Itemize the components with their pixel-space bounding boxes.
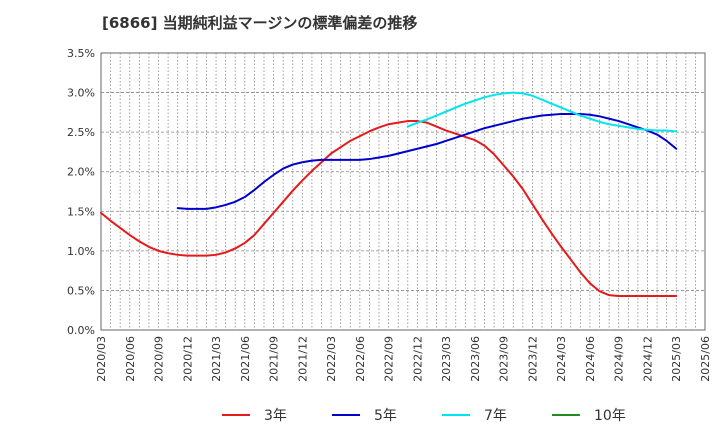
- legend: 3年 5年 7年 10年: [222, 408, 626, 424]
- x-tick-label: 2022/09: [383, 336, 396, 382]
- series-layer: [100, 91, 678, 297]
- x-tick-label: 2024/12: [641, 336, 654, 382]
- x-tick-label: 2025/03: [670, 336, 683, 382]
- y-tick-label: 3.0%: [67, 87, 95, 100]
- series-line-3年: [100, 120, 678, 297]
- legend-label: 10年: [594, 408, 626, 424]
- chart-title: [6866] 当期純利益マージンの標準偏差の推移: [102, 14, 418, 32]
- x-tick-label: 2023/03: [440, 336, 453, 382]
- y-tick-label: 2.0%: [67, 166, 95, 179]
- x-tick-label: 2020/09: [153, 336, 166, 382]
- x-tick-label: 2025/06: [699, 336, 712, 382]
- x-tick-label: 2022/12: [411, 336, 424, 382]
- series-line-7年: [406, 91, 678, 133]
- x-tick-label: 2022/06: [354, 336, 367, 382]
- y-tick-label: 3.5%: [67, 47, 95, 60]
- x-tick-label: 2023/06: [469, 336, 482, 382]
- y-tick-label: 2.5%: [67, 126, 95, 139]
- x-tick-label: 2022/03: [325, 336, 338, 382]
- y-tick-label: 0.0%: [67, 324, 95, 337]
- x-tick-label: 2024/03: [555, 336, 568, 382]
- y-tick-label: 0.5%: [67, 284, 95, 297]
- x-tick-label: 2021/03: [210, 336, 223, 382]
- x-tick-label: 2024/06: [584, 336, 597, 382]
- legend-label: 7年: [484, 408, 507, 424]
- y-axis-ticks: 0.0% 0.5% 1.0% 1.5% 2.0% 2.5% 3.0% 3.5%: [67, 47, 95, 337]
- x-tick-label: 2023/12: [526, 336, 539, 382]
- plot-area: [100, 52, 706, 331]
- x-tick-label: 2021/09: [268, 336, 281, 382]
- x-tick-label: 2020/06: [124, 336, 137, 382]
- series-line-5年: [176, 112, 678, 210]
- x-axis-ticks: 2020/03 2020/06 2020/09 2020/12 2021/03 2021/…: [95, 336, 712, 382]
- x-tick-label: 2023/09: [498, 336, 511, 382]
- legend-label: 3年: [264, 408, 287, 424]
- x-tick-label: 2021/12: [296, 336, 309, 382]
- x-tick-label: 2020/12: [181, 336, 194, 382]
- x-tick-label: 2024/09: [613, 336, 626, 382]
- x-tick-label: 2020/03: [95, 336, 108, 382]
- x-tick-label: 2021/06: [239, 336, 252, 382]
- grid-layer: [101, 53, 705, 330]
- y-tick-label: 1.0%: [67, 245, 95, 258]
- legend-label: 5年: [374, 408, 397, 424]
- y-tick-label: 1.5%: [67, 205, 95, 218]
